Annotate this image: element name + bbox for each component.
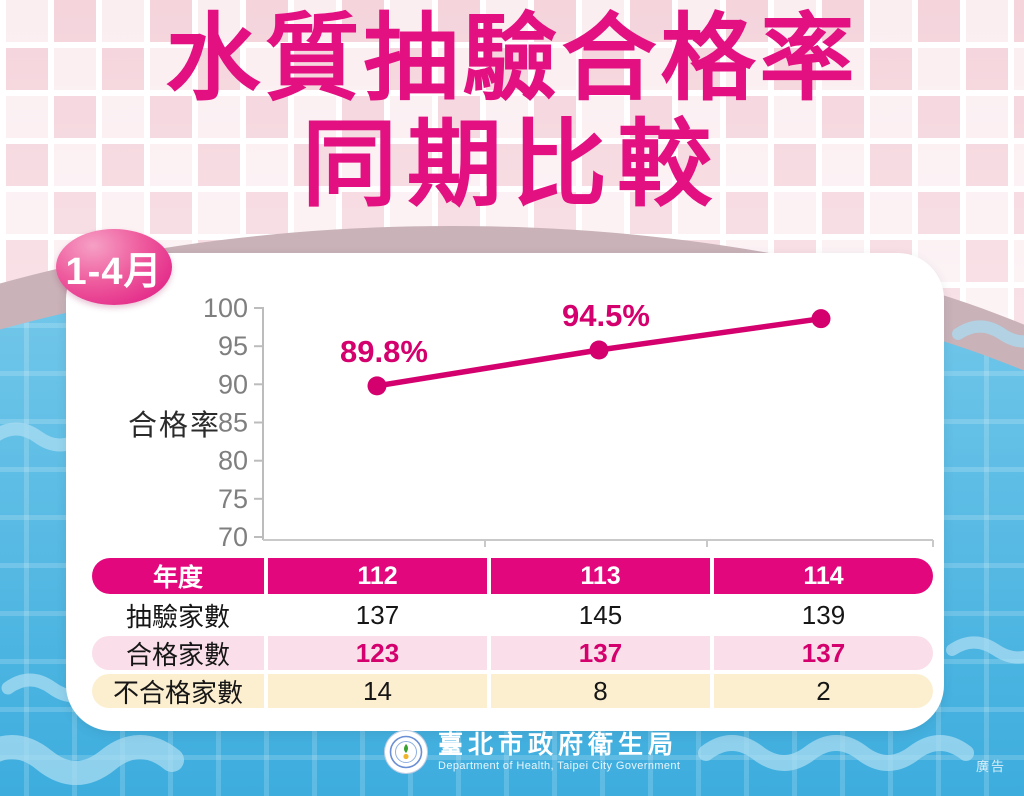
y-tick-label: 70 [218,522,248,552]
table-cell: 137 [491,636,710,670]
chart-dot-2 [811,309,831,329]
period-badge: 1-4月 [56,229,172,305]
y-tick-label: 100 [203,295,248,323]
table-cell: 137 [714,636,933,670]
footer: 臺北市政府衛生局 Department of Health, Taipei Ci… [384,730,680,774]
row-label: 抽驗家數 [92,598,264,632]
table-cell: 137 [268,598,487,632]
table-cell: 139 [714,598,933,632]
comparison-table: 年度 112 113 114 抽驗家數 137 145 139 合格家數 123… [92,558,933,712]
table-cell: 8 [491,674,710,708]
table-header-113: 113 [491,558,710,594]
footer-text: 臺北市政府衛生局 Department of Health, Taipei Ci… [438,730,681,773]
row-label: 合格家數 [92,636,264,670]
period-badge-label: 1-4月 [65,250,163,293]
y-tick-label: 95 [218,331,248,361]
title-line-2: 同期比較 [301,112,722,219]
y-tick-label: 80 [218,446,248,476]
chart-point-label-2: 98.6% [784,295,872,302]
table-row-failed: 不合格家數 14 8 2 [92,674,933,708]
ad-label: 廣告 [975,759,1006,774]
y-tick-label: 75 [218,484,248,514]
title-line-1: 水質抽驗合格率 [165,6,859,112]
y-tick-label: 85 [218,408,248,438]
table-header-112: 112 [268,558,487,594]
chart-dot-1 [589,340,609,360]
table-header-row: 年度 112 113 114 [92,558,933,594]
table-cell: 2 [714,674,933,708]
x-axis-ticks [484,540,934,547]
content-card: 合格率 100 95 90 [66,253,944,731]
table-header-year: 年度 [92,558,264,594]
y-axis-ticks [254,307,263,538]
table-cell: 123 [268,636,487,670]
table-row-sampled: 抽驗家數 137 145 139 [92,598,933,632]
chart-point-label-1: 94.5% [562,298,650,333]
chart-point-label-0: 89.8% [340,334,428,369]
y-tick-label: 90 [218,369,248,399]
row-label: 不合格家數 [92,674,264,708]
logo-emblem-icon [389,735,423,769]
page-title: 水質抽驗合格率 同期比較 [0,6,1024,219]
taipei-health-logo-icon [384,730,428,774]
pass-rate-line-chart: 100 95 90 85 80 75 70 89.8% 94.5% 98.6% [203,295,934,552]
chart-dot-0 [367,376,387,396]
table-cell: 145 [491,598,710,632]
table-header-114: 114 [714,558,933,594]
table-cell: 14 [268,674,487,708]
y-axis-label: 合格率 [128,410,222,442]
org-name-zh: 臺北市政府衛生局 [438,730,679,759]
org-name-en: Department of Health, Taipei City Govern… [438,760,681,773]
table-row-passed: 合格家數 123 137 137 [92,636,933,670]
